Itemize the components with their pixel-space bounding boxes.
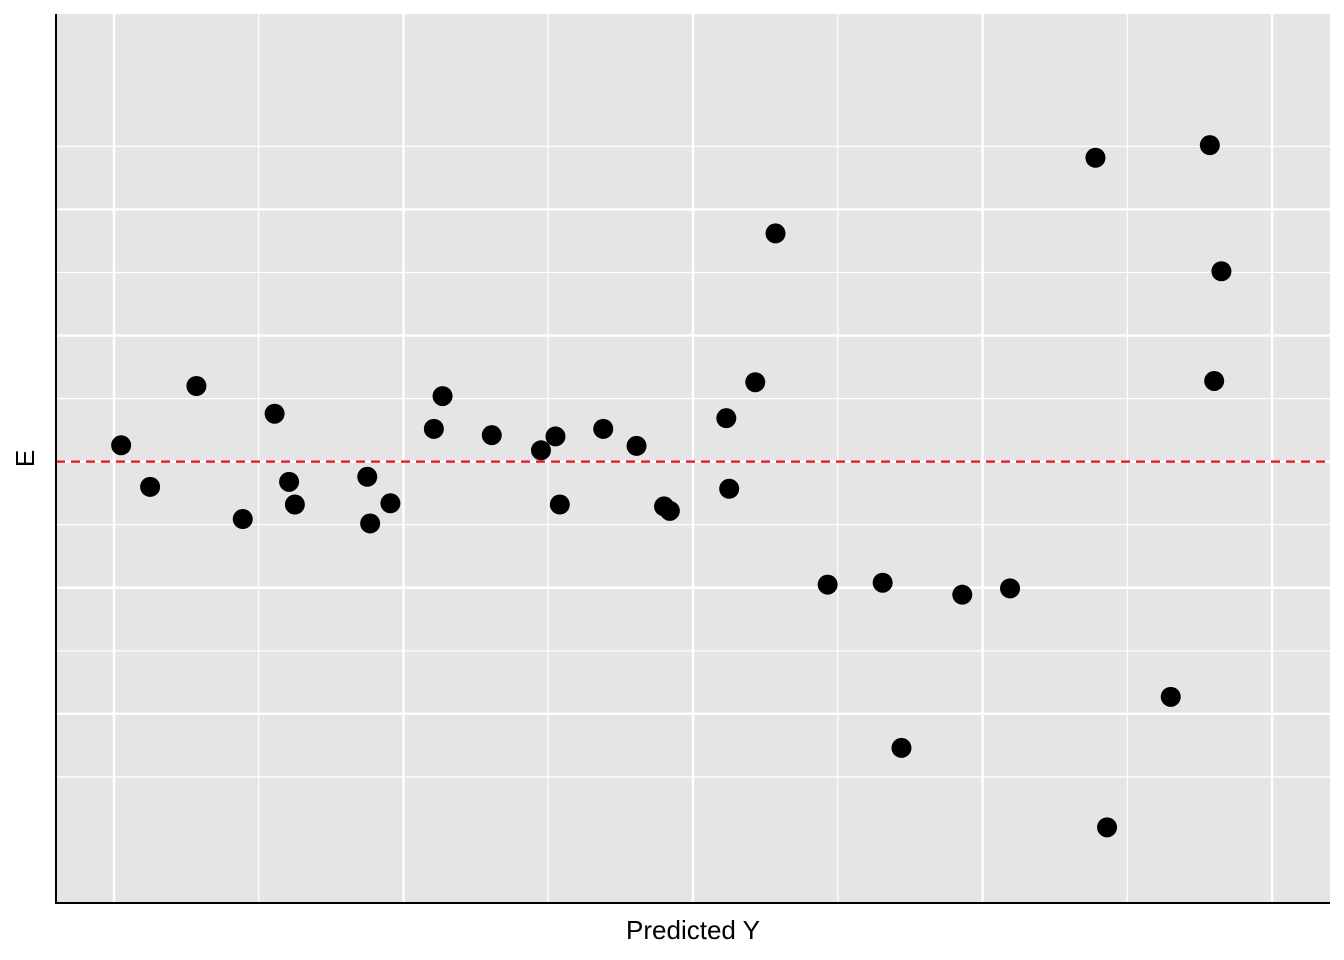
data-point [1211, 261, 1232, 282]
data-point [891, 737, 912, 758]
data-point [765, 223, 786, 244]
data-point [432, 386, 453, 407]
data-point [659, 500, 680, 521]
data-point [593, 418, 614, 439]
data-point [357, 466, 378, 487]
data-point [1000, 578, 1021, 599]
data-point [716, 408, 737, 429]
data-point [1097, 817, 1118, 838]
data-point [549, 494, 570, 515]
data-point [1204, 370, 1225, 391]
data-point [1160, 686, 1181, 707]
x-axis-title: Predicted Y [626, 915, 760, 945]
data-point [481, 425, 502, 446]
data-point [380, 493, 401, 514]
data-point [626, 435, 647, 456]
data-point [111, 435, 132, 456]
data-point [545, 426, 566, 447]
data-point [423, 418, 444, 439]
data-point [719, 478, 740, 499]
y-axis-title: E [10, 450, 40, 467]
data-point [872, 572, 893, 593]
data-point [817, 574, 838, 595]
data-point [1085, 147, 1106, 168]
data-point [264, 403, 285, 424]
data-point [279, 471, 300, 492]
data-point [530, 440, 551, 461]
data-point [232, 509, 253, 530]
data-point [745, 372, 766, 393]
data-points [111, 135, 1232, 838]
data-point [952, 584, 973, 605]
data-point [140, 476, 161, 497]
data-point [284, 494, 305, 515]
data-point [186, 375, 207, 396]
data-point [1199, 135, 1220, 156]
data-point [360, 513, 381, 534]
